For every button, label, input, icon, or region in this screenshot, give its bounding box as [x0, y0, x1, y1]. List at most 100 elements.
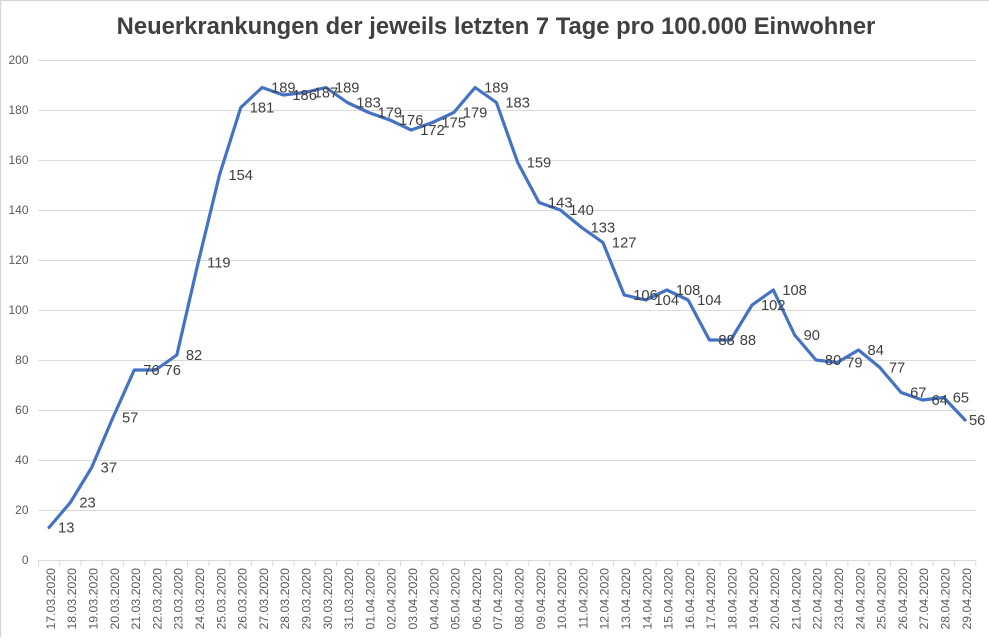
svg-text:60: 60	[15, 403, 29, 417]
svg-text:183: 183	[356, 96, 381, 112]
svg-text:26.04.2020: 26.04.2020	[896, 568, 910, 630]
svg-text:16.04.2020: 16.04.2020	[683, 568, 697, 630]
svg-text:88: 88	[740, 333, 756, 349]
svg-text:17.03.2020: 17.03.2020	[44, 568, 58, 630]
svg-text:27.04.2020: 27.04.2020	[917, 568, 931, 630]
svg-text:13.04.2020: 13.04.2020	[619, 568, 633, 630]
svg-text:119: 119	[207, 256, 230, 272]
svg-text:189: 189	[335, 81, 360, 97]
svg-text:133: 133	[591, 221, 616, 237]
svg-text:143: 143	[548, 196, 573, 212]
svg-text:23.03.2020: 23.03.2020	[172, 568, 186, 630]
svg-text:80: 80	[15, 353, 29, 367]
svg-text:25.03.2020: 25.03.2020	[214, 568, 228, 630]
svg-text:64: 64	[931, 393, 947, 409]
svg-text:108: 108	[782, 283, 807, 299]
svg-text:172: 172	[420, 123, 445, 139]
svg-text:56: 56	[969, 413, 985, 429]
svg-text:57: 57	[122, 411, 138, 427]
svg-text:10.04.2020: 10.04.2020	[555, 568, 569, 630]
svg-text:23: 23	[79, 496, 95, 512]
svg-text:127: 127	[612, 236, 637, 252]
svg-text:22.04.2020: 22.04.2020	[811, 568, 825, 630]
svg-text:40: 40	[15, 453, 29, 467]
svg-text:24.03.2020: 24.03.2020	[193, 568, 207, 630]
svg-text:19.03.2020: 19.03.2020	[86, 568, 100, 630]
svg-text:183: 183	[505, 96, 530, 112]
svg-text:189: 189	[484, 81, 509, 97]
svg-text:88: 88	[718, 333, 734, 349]
svg-text:23.04.2020: 23.04.2020	[832, 568, 846, 630]
svg-text:100: 100	[8, 303, 28, 317]
svg-text:06.04.2020: 06.04.2020	[470, 568, 484, 630]
svg-text:84: 84	[868, 343, 884, 359]
svg-text:08.04.2020: 08.04.2020	[513, 568, 527, 630]
svg-text:21.04.2020: 21.04.2020	[789, 568, 803, 630]
svg-text:179: 179	[463, 106, 488, 122]
svg-text:82: 82	[186, 348, 202, 364]
svg-text:175: 175	[441, 116, 466, 132]
svg-text:80: 80	[825, 353, 841, 369]
svg-text:200: 200	[8, 53, 28, 67]
svg-text:79: 79	[846, 356, 862, 372]
svg-text:12.04.2020: 12.04.2020	[598, 568, 612, 630]
svg-text:09.04.2020: 09.04.2020	[534, 568, 548, 630]
svg-text:76: 76	[165, 363, 181, 379]
svg-text:19.04.2020: 19.04.2020	[747, 568, 761, 630]
svg-text:181: 181	[250, 101, 275, 117]
svg-text:15.04.2020: 15.04.2020	[662, 568, 676, 630]
svg-text:104: 104	[697, 293, 722, 309]
svg-text:140: 140	[569, 203, 594, 219]
svg-text:25.04.2020: 25.04.2020	[875, 568, 889, 630]
svg-text:04.04.2020: 04.04.2020	[427, 568, 441, 630]
svg-text:18.03.2020: 18.03.2020	[65, 568, 79, 630]
svg-text:20.04.2020: 20.04.2020	[768, 568, 782, 630]
svg-text:01.04.2020: 01.04.2020	[363, 568, 377, 630]
svg-text:20.03.2020: 20.03.2020	[108, 568, 122, 630]
svg-text:187: 187	[314, 86, 339, 102]
svg-text:108: 108	[676, 283, 701, 299]
svg-text:140: 140	[8, 203, 28, 217]
svg-text:180: 180	[8, 103, 28, 117]
svg-text:154: 154	[228, 168, 253, 184]
svg-text:05.04.2020: 05.04.2020	[449, 568, 463, 630]
svg-text:27.03.2020: 27.03.2020	[257, 568, 271, 630]
svg-text:65: 65	[953, 391, 969, 407]
svg-text:31.03.2020: 31.03.2020	[342, 568, 356, 630]
svg-text:30.03.2020: 30.03.2020	[321, 568, 335, 630]
svg-text:02.04.2020: 02.04.2020	[385, 568, 399, 630]
svg-text:159: 159	[527, 156, 552, 172]
svg-text:160: 160	[8, 153, 28, 167]
svg-text:77: 77	[889, 361, 905, 377]
svg-text:11.04.2020: 11.04.2020	[576, 568, 590, 629]
svg-text:189: 189	[271, 81, 296, 97]
svg-text:90: 90	[804, 328, 820, 344]
svg-text:176: 176	[399, 113, 424, 129]
svg-text:102: 102	[761, 298, 786, 314]
svg-text:28.03.2020: 28.03.2020	[278, 568, 292, 630]
svg-text:120: 120	[8, 253, 28, 267]
svg-text:37: 37	[101, 461, 117, 477]
svg-text:24.04.2020: 24.04.2020	[853, 568, 867, 630]
svg-text:14.04.2020: 14.04.2020	[640, 568, 654, 630]
svg-text:28.04.2020: 28.04.2020	[939, 568, 953, 630]
svg-text:03.04.2020: 03.04.2020	[406, 568, 420, 630]
svg-text:67: 67	[910, 386, 926, 402]
svg-text:0: 0	[22, 553, 29, 567]
svg-text:29.04.2020: 29.04.2020	[960, 568, 974, 630]
svg-text:07.04.2020: 07.04.2020	[491, 568, 505, 630]
svg-text:Neuerkrankungen der jeweils le: Neuerkrankungen der jeweils letzten 7 Ta…	[117, 13, 876, 40]
svg-text:104: 104	[655, 293, 680, 309]
svg-text:13: 13	[58, 521, 74, 537]
svg-text:179: 179	[378, 106, 403, 122]
svg-text:26.03.2020: 26.03.2020	[236, 568, 250, 630]
svg-text:22.03.2020: 22.03.2020	[150, 568, 164, 630]
svg-text:76: 76	[143, 363, 159, 379]
svg-text:17.04.2020: 17.04.2020	[704, 568, 718, 630]
svg-text:186: 186	[292, 88, 317, 104]
svg-text:21.03.2020: 21.03.2020	[129, 568, 143, 630]
svg-text:29.03.2020: 29.03.2020	[299, 568, 313, 630]
svg-text:20: 20	[15, 503, 29, 517]
svg-text:18.04.2020: 18.04.2020	[726, 568, 740, 630]
svg-text:106: 106	[633, 288, 658, 304]
